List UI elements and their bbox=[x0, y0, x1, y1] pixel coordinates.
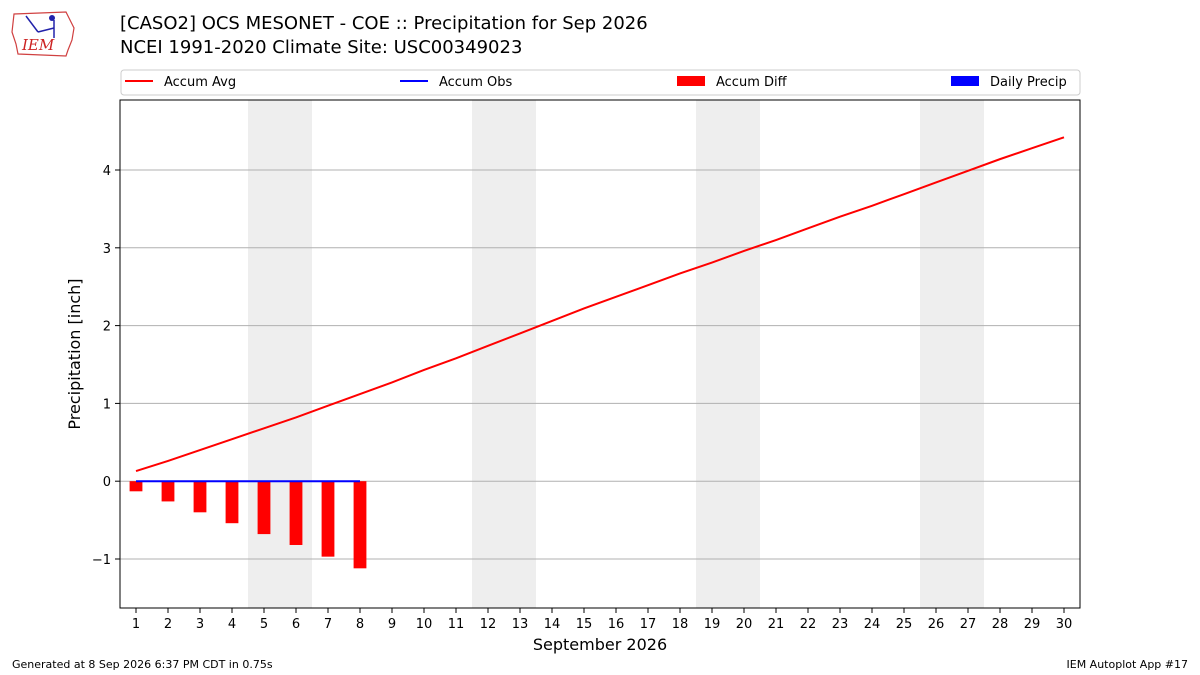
y-axis: −1 0 1 2 3 4 bbox=[92, 164, 120, 568]
legend-label: Accum Avg bbox=[164, 75, 236, 90]
x-tick-label: 25 bbox=[896, 617, 913, 632]
weekend-band bbox=[472, 100, 536, 608]
legend-label: Daily Precip bbox=[990, 75, 1067, 90]
accum-diff-bar bbox=[289, 481, 303, 545]
x-tick-label: 14 bbox=[544, 617, 561, 632]
legend-label: Accum Diff bbox=[716, 75, 788, 90]
x-tick-label: 4 bbox=[228, 617, 236, 632]
chart-subtitle: NCEI 1991-2020 Climate Site: USC00349023 bbox=[120, 37, 523, 58]
generated-timestamp: Generated at 8 Sep 2026 6:37 PM CDT in 0… bbox=[12, 658, 273, 671]
plot-frame bbox=[119, 99, 1081, 609]
x-tick-label: 17 bbox=[640, 617, 657, 632]
weekend-band bbox=[696, 100, 760, 608]
x-tick-label: 2 bbox=[164, 617, 172, 632]
series-layer bbox=[129, 136, 1065, 569]
y-tick-label: 2 bbox=[103, 320, 111, 335]
x-tick-label: 5 bbox=[260, 617, 268, 632]
x-tick-label: 18 bbox=[672, 617, 689, 632]
legend: Accum Avg Accum Obs Accum Diff Daily Precip bbox=[120, 69, 1081, 96]
gridlines bbox=[120, 169, 1080, 560]
x-tick-label: 24 bbox=[864, 617, 881, 632]
legend-swatch-bar bbox=[951, 76, 979, 86]
accum-diff-bar bbox=[257, 481, 271, 535]
accum-diff-bar bbox=[225, 481, 239, 524]
y-tick-label: −1 bbox=[92, 553, 111, 568]
x-tick-label: 12 bbox=[480, 617, 497, 632]
x-tick-label: 1 bbox=[132, 617, 140, 632]
legend-frame bbox=[120, 69, 1081, 96]
iem-logo: IEM bbox=[11, 11, 75, 57]
x-axis-label: September 2026 bbox=[533, 635, 667, 654]
accum-diff-bar bbox=[193, 481, 207, 513]
x-tick-label: 15 bbox=[576, 617, 593, 632]
chart-title: [CASO2] OCS MESONET - COE :: Precipitati… bbox=[120, 13, 648, 34]
accum-diff-bar bbox=[353, 481, 367, 569]
x-tick-label: 16 bbox=[608, 617, 625, 632]
x-tick-label: 21 bbox=[768, 617, 785, 632]
legend-label: Accum Obs bbox=[439, 75, 512, 90]
x-tick-label: 23 bbox=[832, 617, 849, 632]
x-tick-label: 29 bbox=[1024, 617, 1041, 632]
x-tick-label: 27 bbox=[960, 617, 977, 632]
x-tick-label: 19 bbox=[704, 617, 721, 632]
y-tick-label: 0 bbox=[103, 475, 111, 490]
accum-avg-line bbox=[135, 136, 1065, 473]
y-tick-label: 4 bbox=[103, 164, 111, 179]
y-axis-label: Precipitation [inch] bbox=[65, 278, 84, 429]
accum-diff-bar bbox=[161, 481, 175, 502]
x-tick-label: 6 bbox=[292, 617, 300, 632]
x-tick-label: 13 bbox=[512, 617, 529, 632]
accum-diff-bar bbox=[321, 481, 335, 557]
x-tick-label: 3 bbox=[196, 617, 204, 632]
x-tick-label: 22 bbox=[800, 617, 817, 632]
x-tick-label: 7 bbox=[324, 617, 332, 632]
x-tick-label: 8 bbox=[356, 617, 364, 632]
legend-swatch-bar bbox=[677, 76, 705, 86]
x-tick-label: 9 bbox=[388, 617, 396, 632]
y-tick-label: 1 bbox=[103, 397, 111, 412]
x-tick-label: 20 bbox=[736, 617, 753, 632]
x-axis: 1 2 3 4 5 6 7 8 9 10 11 12 13 14 15 16 17 18 19 20 21 22 23 24 2… bbox=[132, 608, 1072, 632]
app-label: IEM Autoplot App #17 bbox=[1066, 658, 1189, 671]
x-tick-label: 30 bbox=[1056, 617, 1073, 632]
logo-text: IEM bbox=[21, 36, 55, 54]
y-tick-label: 3 bbox=[103, 242, 111, 257]
accum-diff-bar bbox=[129, 481, 143, 492]
x-tick-label: 26 bbox=[928, 617, 945, 632]
x-tick-label: 10 bbox=[416, 617, 433, 632]
x-tick-label: 28 bbox=[992, 617, 1009, 632]
x-tick-label: 11 bbox=[448, 617, 465, 632]
